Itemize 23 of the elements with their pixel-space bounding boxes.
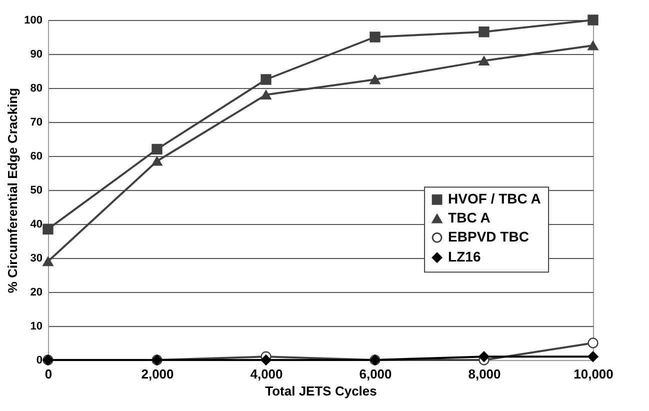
x-axis-title: Total JETS Cycles <box>265 384 377 398</box>
y-tick-label: 60 <box>30 150 42 162</box>
x-tick-label: 6,000 <box>359 366 392 382</box>
legend-label: LZ16 <box>448 248 481 265</box>
legend-label: TBC A <box>448 210 490 226</box>
x-tick-label: 10,000 <box>574 366 614 382</box>
y-tick-label: 50 <box>30 184 42 196</box>
x-tick-label: 4,000 <box>250 366 283 382</box>
y-tick-label: 10 <box>30 320 42 332</box>
y-tick-label: 70 <box>30 116 42 128</box>
legend-label: HVOF / TBC A <box>448 190 541 207</box>
x-tick-label: 0 <box>44 366 52 382</box>
y-tick-label: 100 <box>24 14 42 26</box>
y-tick-label: 40 <box>30 218 42 230</box>
x-tick-label: 8,000 <box>468 366 501 382</box>
y-tick-label: 20 <box>30 286 42 298</box>
y-tick-label: 90 <box>30 48 42 60</box>
y-tick-label: 80 <box>30 82 42 94</box>
x-tick-label: 2,000 <box>141 366 174 382</box>
legend-label: EBPVD TBC <box>448 228 529 245</box>
y-tick-label: 0 <box>36 354 42 366</box>
y-tick-label: 30 <box>30 252 42 264</box>
y-axis-title: % Circumferential Edge Cracking <box>5 88 20 294</box>
